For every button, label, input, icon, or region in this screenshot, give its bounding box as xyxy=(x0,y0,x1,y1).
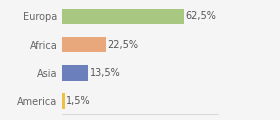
Text: 62,5%: 62,5% xyxy=(186,11,216,21)
Text: 13,5%: 13,5% xyxy=(90,68,120,78)
Bar xyxy=(62,65,88,81)
Text: 22,5%: 22,5% xyxy=(107,40,138,50)
Text: 1,5%: 1,5% xyxy=(66,96,91,106)
Bar xyxy=(62,93,64,109)
Bar xyxy=(62,37,106,52)
Bar xyxy=(62,9,184,24)
